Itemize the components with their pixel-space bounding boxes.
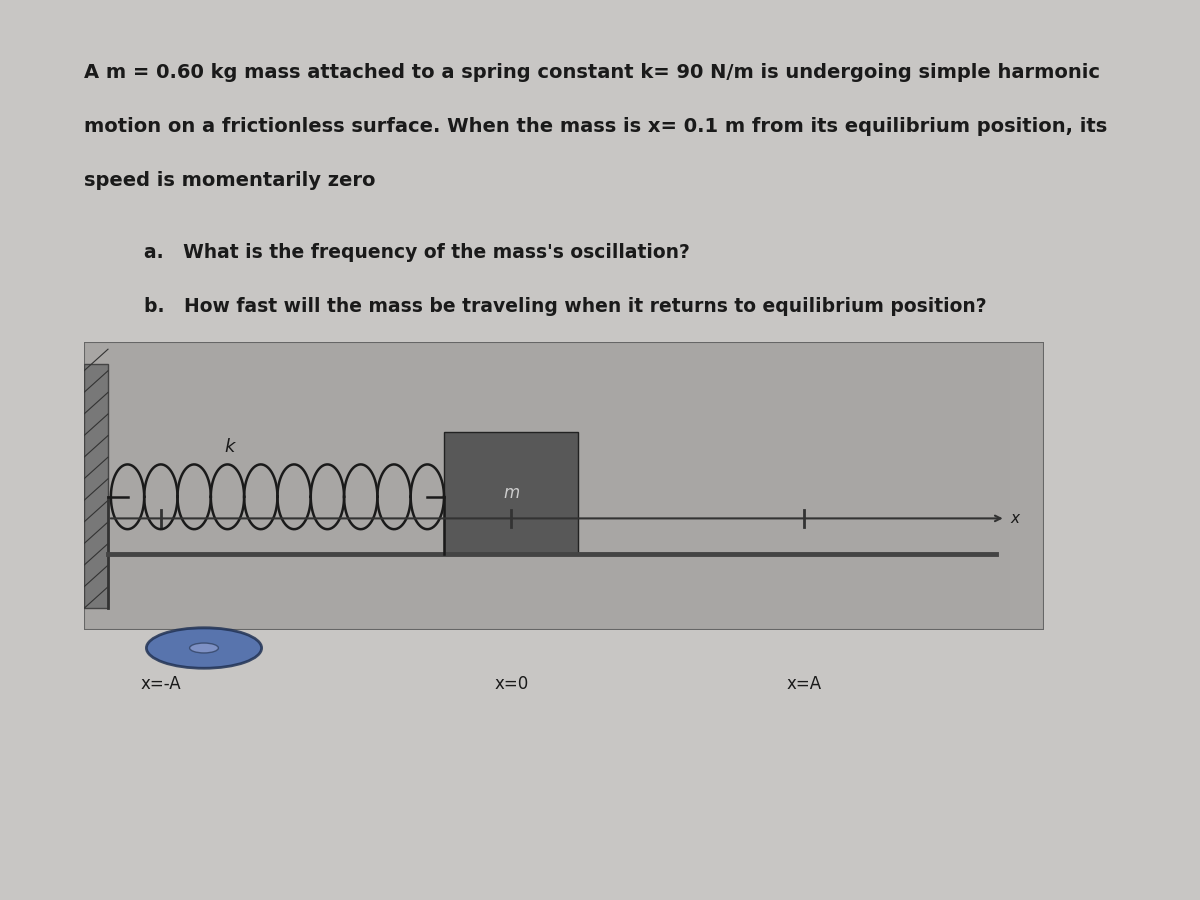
Text: speed is momentarily zero: speed is momentarily zero (84, 171, 376, 190)
Text: x=-A: x=-A (140, 675, 181, 693)
Text: k: k (224, 437, 235, 455)
Ellipse shape (190, 644, 218, 653)
Ellipse shape (146, 628, 262, 668)
Text: x: x (1010, 511, 1020, 526)
Text: b.   How fast will the mass be traveling when it returns to equilibrium position: b. How fast will the mass be traveling w… (144, 297, 986, 316)
Text: x=0: x=0 (494, 675, 528, 693)
Text: A m = 0.60 kg mass attached to a spring constant k= 90 N/m is undergoing simple : A m = 0.60 kg mass attached to a spring … (84, 63, 1100, 82)
Text: x=A: x=A (786, 675, 822, 693)
Bar (444, 432, 578, 554)
Text: a.   What is the frequency of the mass's oscillation?: a. What is the frequency of the mass's o… (144, 243, 690, 262)
Text: motion on a frictionless surface. When the mass is x= 0.1 m from its equilibrium: motion on a frictionless surface. When t… (84, 117, 1108, 136)
Bar (84, 364, 108, 608)
Text: m: m (503, 484, 520, 502)
